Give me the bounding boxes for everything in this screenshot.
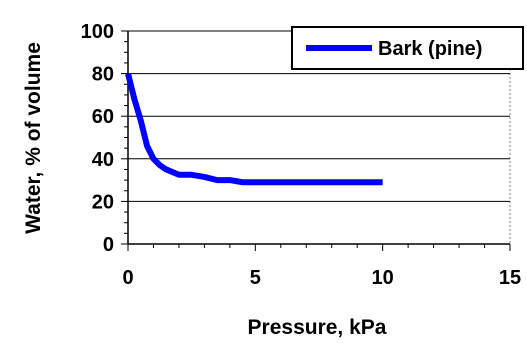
y-tick-labels: 0 20 40 60 80 100 [81, 21, 114, 256]
legend-label: Bark (pine) [378, 38, 482, 60]
y-axis-title: Water, % of volume [22, 42, 45, 234]
y-tick-label: 60 [92, 106, 114, 128]
y-tick-label: 100 [81, 21, 114, 43]
x-tick-label: 15 [499, 267, 521, 289]
x-tick-label: 0 [122, 267, 133, 289]
y-tick-label: 20 [92, 191, 114, 213]
legend: Bark (pine) [291, 26, 524, 70]
y-tick-label: 0 [103, 234, 114, 256]
x-tick-label: 5 [250, 267, 261, 289]
x-tick-labels: 0 5 10 15 [122, 267, 521, 289]
y-tick-label: 40 [92, 149, 114, 171]
series-group [125, 72, 383, 186]
x-tick-label: 10 [372, 267, 394, 289]
y-tick-label: 80 [92, 64, 114, 86]
axes [121, 30, 511, 251]
x-axis-title: Pressure, kPa [248, 316, 387, 339]
